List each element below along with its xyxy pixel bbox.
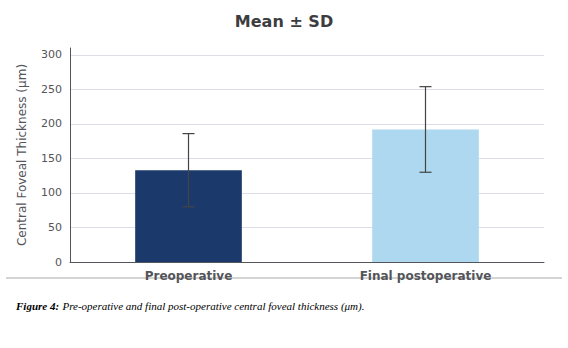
svg-text:150: 150	[41, 152, 62, 165]
svg-text:300: 300	[41, 48, 62, 61]
svg-text:Final postoperative: Final postoperative	[360, 269, 492, 283]
svg-text:200: 200	[41, 117, 62, 130]
svg-text:Figure 4:: Figure 4:	[15, 300, 59, 312]
svg-text:100: 100	[41, 186, 62, 199]
svg-text:0: 0	[55, 256, 62, 269]
svg-text:Preoperative: Preoperative	[145, 269, 233, 283]
svg-text:Mean ± SD: Mean ± SD	[235, 12, 333, 31]
svg-text:Pre-operative and final post-o: Pre-operative and final post-operative c…	[61, 300, 364, 313]
svg-text:50: 50	[48, 221, 62, 234]
svg-text:250: 250	[41, 83, 62, 96]
svg-text:Central Foveal Thickness (μm): Central Foveal Thickness (μm)	[15, 64, 29, 246]
